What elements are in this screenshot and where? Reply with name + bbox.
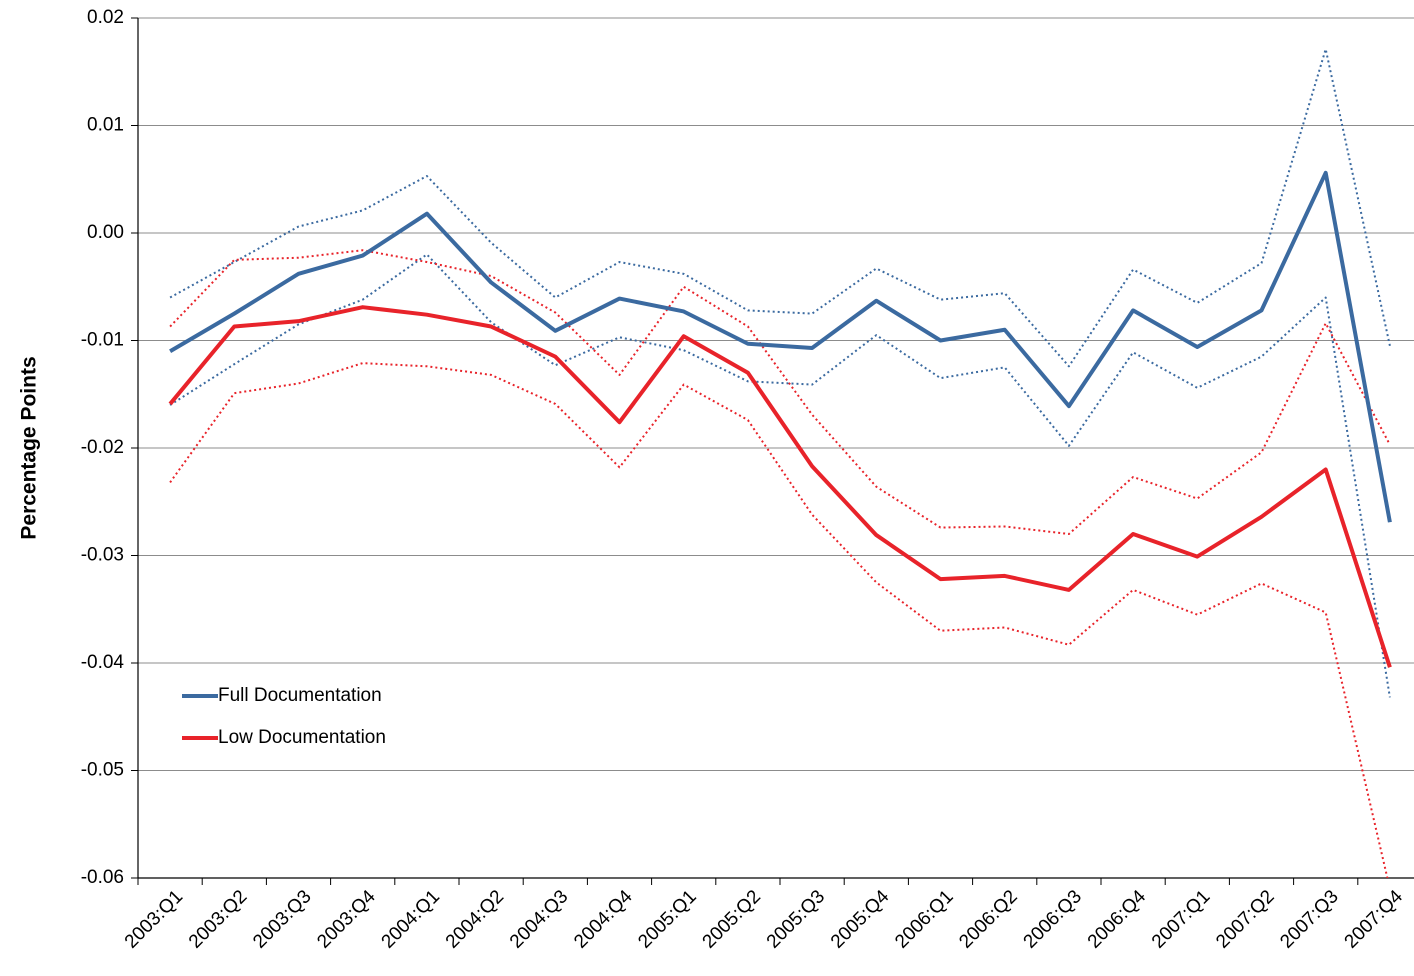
legend-label: Low Documentation — [218, 727, 386, 748]
x-tick-label: 2005:Q2 — [699, 886, 765, 952]
x-tick-label: 2006:Q2 — [955, 886, 1021, 952]
y-axis-label: Percentage Points — [18, 356, 41, 539]
x-tick-label: 2007:Q1 — [1148, 886, 1214, 952]
x-tick-label: 2003:Q1 — [121, 886, 187, 952]
x-tick-label: 2005:Q1 — [634, 886, 700, 952]
confidence-band — [169, 48, 1391, 368]
x-tick-label: 2006:Q3 — [1020, 886, 1086, 952]
series-line — [168, 305, 1392, 668]
plot — [168, 48, 1392, 878]
y-tick-label: -0.01 — [81, 330, 124, 351]
y-tick-label: -0.02 — [81, 437, 124, 458]
y-tick-label: -0.06 — [81, 867, 124, 888]
x-tick-label: 2006:Q1 — [891, 886, 957, 952]
y-tick-label: -0.04 — [81, 652, 125, 673]
x-tick-label: 2006:Q4 — [1084, 886, 1151, 953]
x-tick-label: 2007:Q3 — [1276, 886, 1342, 952]
x-tick-label: 2005:Q4 — [827, 886, 894, 953]
y-tick-label: 0.01 — [87, 115, 124, 136]
x-tick-label: 2007:Q2 — [1212, 886, 1278, 952]
y-tick-label: -0.03 — [81, 545, 124, 566]
x-tick-label: 2004:Q3 — [506, 886, 572, 952]
x-tick-label: 2003:Q2 — [185, 886, 251, 952]
y-tick-label: 0.00 — [87, 222, 124, 243]
x-tick-label: 2005:Q3 — [763, 886, 829, 952]
x-tick-label: 2007:Q4 — [1341, 886, 1408, 953]
confidence-band — [169, 253, 1391, 698]
series-line — [169, 170, 1392, 523]
x-tick-label: 2003:Q3 — [249, 886, 315, 952]
y-tick-label: -0.05 — [81, 760, 124, 781]
x-tick-label: 2003:Q4 — [313, 886, 380, 953]
confidence-band — [169, 362, 1389, 878]
legend-label: Full Documentation — [218, 685, 382, 706]
y-tick-label: 0.02 — [87, 7, 124, 28]
x-tick-label: 2004:Q2 — [442, 886, 508, 952]
confidence-band — [169, 249, 1391, 535]
x-tick-label: 2004:Q4 — [570, 886, 637, 953]
x-tick-label: 2004:Q1 — [378, 886, 444, 952]
